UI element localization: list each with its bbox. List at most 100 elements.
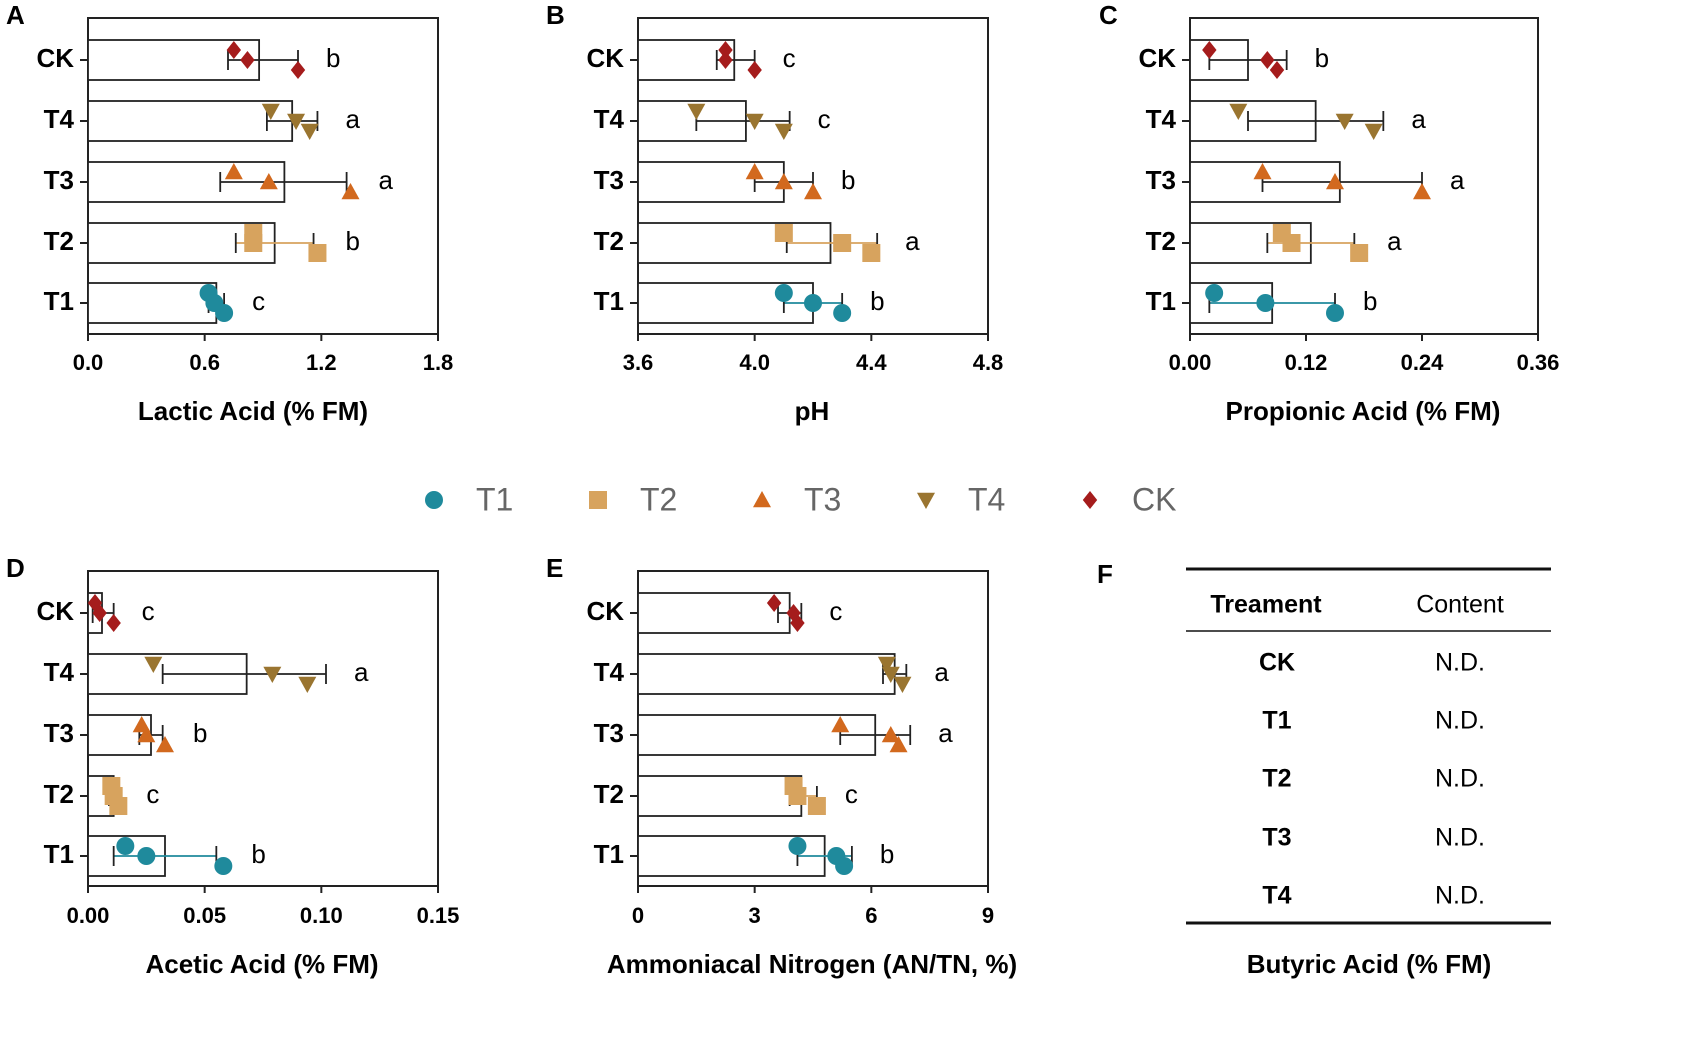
significance-letter: b <box>870 286 884 316</box>
data-point <box>92 604 107 622</box>
significance-letter: a <box>1450 165 1465 195</box>
data-point <box>774 224 793 242</box>
significance-letter: b <box>193 718 207 748</box>
data-point <box>774 123 793 140</box>
significance-letter: a <box>1411 104 1426 134</box>
significance-letter: c <box>252 286 265 316</box>
data-point <box>1335 113 1354 130</box>
data-point <box>341 183 360 200</box>
data-point <box>833 304 852 322</box>
significance-letter: a <box>345 104 360 134</box>
bar-group-t1: T1 c <box>44 282 265 324</box>
table-cell-treatment: T2 <box>1262 765 1291 793</box>
category-label: T1 <box>594 286 624 316</box>
category-label: T2 <box>44 226 74 256</box>
data-point <box>287 113 306 130</box>
significance-letter: c <box>783 43 796 73</box>
table-cell-content: N.D. <box>1435 824 1485 852</box>
data-point <box>807 797 826 815</box>
x-axis-title: Lactic Acid (% FM) <box>138 396 368 426</box>
butyric-acid-table: F Treament Content CK N.D. T1 N.D. T2 N.D. T3 N.D.… <box>1097 559 1551 979</box>
data-point <box>137 847 156 865</box>
bar-group-ck: CK c <box>586 39 796 81</box>
x-axis-title: Ammoniacal Nitrogen (AN/TN, %) <box>607 949 1017 979</box>
x-tick-label: 1.2 <box>306 350 337 375</box>
data-point <box>1253 163 1272 180</box>
data-point <box>877 656 896 673</box>
x-tick-label: 0.15 <box>417 903 460 928</box>
legend-item-t1: T1 <box>425 481 513 517</box>
significance-letter: b <box>251 839 265 869</box>
bar-group-t2: T2 c <box>44 775 159 817</box>
category-label: T3 <box>44 165 74 195</box>
legend-marker <box>753 491 771 508</box>
significance-letter: b <box>326 43 340 73</box>
legend-marker <box>425 491 443 509</box>
category-label: T2 <box>1146 226 1176 256</box>
bar-group-ck: CK b <box>1138 39 1329 81</box>
category-label: T1 <box>44 839 74 869</box>
data-point <box>747 61 762 79</box>
category-label: T4 <box>44 657 75 687</box>
data-point <box>881 666 900 683</box>
data-point <box>788 837 807 855</box>
significance-letter: c <box>845 779 858 809</box>
legend-label: T4 <box>968 481 1005 517</box>
significance-letter: b <box>841 165 855 195</box>
data-point <box>263 666 282 683</box>
panel-B: B 3.6 4.0 4.4 4.8 pH CK c T4 c T3 b T2 a T1 b <box>546 0 1003 426</box>
x-tick-label: 0.6 <box>189 350 220 375</box>
data-point <box>835 857 854 875</box>
data-point <box>1350 244 1369 262</box>
panel-letter: C <box>1099 0 1118 30</box>
x-tick-label: 0.24 <box>1401 350 1445 375</box>
bar-group-t3: T3 a <box>594 714 953 756</box>
table-header-content: Content <box>1416 591 1504 619</box>
table-cell-content: N.D. <box>1435 882 1485 910</box>
significance-letter: a <box>934 657 949 687</box>
data-point <box>893 676 912 693</box>
significance-letter: a <box>379 165 394 195</box>
table-header-treatment: Treament <box>1210 591 1322 619</box>
category-label: T3 <box>594 718 624 748</box>
bar-group-t2: T2 b <box>44 222 360 264</box>
legend-item-t2: T2 <box>589 481 677 517</box>
panel-A: A 0.0 0.6 1.2 1.8 Lactic Acid (% FM) CK b T4 a T3 a… <box>6 0 453 426</box>
legend-label: T3 <box>804 481 841 517</box>
x-axis-title: Propionic Acid (% FM) <box>1226 396 1501 426</box>
x-tick-label: 3 <box>749 903 761 928</box>
bar-group-t1: T1 b <box>1146 282 1377 324</box>
table-caption: Butyric Acid (% FM) <box>1247 949 1492 979</box>
table-row: T1 N.D. <box>1262 707 1485 735</box>
data-point <box>106 614 121 632</box>
category-label: CK <box>36 596 74 626</box>
data-point <box>1326 173 1344 190</box>
significance-letter: b <box>1315 43 1329 73</box>
bar-group-t2: T2 a <box>1146 222 1402 264</box>
bar-group-ck: CK b <box>36 39 340 81</box>
data-point <box>766 594 782 612</box>
data-point <box>804 183 822 200</box>
significance-letter: b <box>880 839 894 869</box>
table-row: T2 N.D. <box>1262 765 1485 793</box>
significance-letter: a <box>905 226 920 256</box>
category-label: CK <box>586 596 624 626</box>
data-point <box>261 103 280 120</box>
bar-group-t1: T1 b <box>44 835 266 877</box>
data-point <box>862 244 881 262</box>
category-label: T4 <box>594 104 625 134</box>
data-point <box>1364 123 1383 140</box>
bar-group-t1: T1 b <box>594 282 885 324</box>
x-tick-label: 3.6 <box>623 350 654 375</box>
bar-group-t2: T2 a <box>594 222 920 264</box>
table-cell-content: N.D. <box>1435 649 1485 677</box>
bar-group-t4: T4 a <box>44 653 369 695</box>
data-point <box>224 163 243 180</box>
x-tick-label: 0.00 <box>67 903 110 928</box>
table-row: T3 N.D. <box>1262 824 1485 852</box>
data-point <box>298 676 317 693</box>
x-tick-label: 9 <box>982 903 994 928</box>
significance-letter: c <box>829 596 842 626</box>
data-point <box>831 716 850 733</box>
category-label: T4 <box>1146 104 1177 134</box>
